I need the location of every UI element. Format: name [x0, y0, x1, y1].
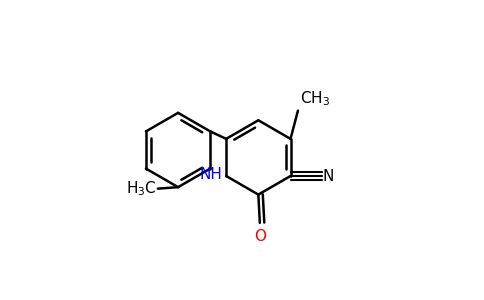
Text: O: O — [254, 229, 266, 244]
Text: CH$_3$: CH$_3$ — [301, 89, 331, 108]
Text: NH: NH — [200, 167, 223, 182]
Text: N: N — [323, 169, 334, 184]
Text: H$_3$C: H$_3$C — [126, 179, 156, 198]
